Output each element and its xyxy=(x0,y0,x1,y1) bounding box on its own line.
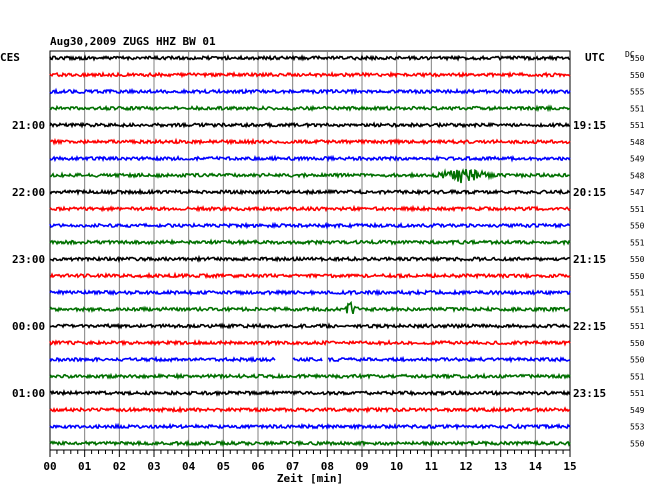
local-time-label: 22:00 xyxy=(12,186,45,199)
dc-value: 551 xyxy=(630,104,645,113)
dc-header-label: DC xyxy=(625,50,635,59)
utc-time-label: 20:15 xyxy=(573,186,606,199)
seismic-trace xyxy=(49,70,571,79)
seismic-trace xyxy=(49,405,571,414)
dc-value: 550 xyxy=(630,439,645,448)
dc-value: 550 xyxy=(630,339,645,348)
x-tick-label: 06 xyxy=(251,460,265,473)
dc-value: 551 xyxy=(630,121,645,130)
x-tick-label: 13 xyxy=(494,460,507,473)
x-tick-label: 04 xyxy=(182,460,196,473)
seismic-trace xyxy=(49,271,571,280)
seismic-trace xyxy=(49,422,571,431)
local-time-label: 00:00 xyxy=(12,320,45,333)
dc-value: 550 xyxy=(630,272,645,281)
x-tick-label: 08 xyxy=(321,460,334,473)
x-tick-label: 09 xyxy=(355,460,368,473)
x-tick-label: 10 xyxy=(390,460,403,473)
seismic-trace xyxy=(49,204,571,213)
x-axis: 00 01 02 03 04 05 06 07 08 09 10 11 12 13 14 15 xyxy=(43,449,577,473)
x-axis-label: Zeit [min] xyxy=(277,472,343,485)
seismic-trace xyxy=(49,339,571,347)
dc-value: 551 xyxy=(630,289,645,298)
seismic-trace xyxy=(49,168,571,184)
seismic-trace xyxy=(49,154,571,163)
time-labels: 21:00 19:15 22:00 20:15 23:00 21:15 00:00 22:15… xyxy=(12,119,606,400)
dc-value: 551 xyxy=(630,322,645,331)
x-tick-label: 11 xyxy=(425,460,439,473)
grid-lines xyxy=(84,51,536,450)
trace-group xyxy=(49,54,571,448)
seismic-trace xyxy=(49,439,571,448)
utc-time-label: 19:15 xyxy=(573,119,606,132)
dc-value: 551 xyxy=(630,372,645,381)
dc-value: 548 xyxy=(630,171,645,180)
x-tick-label: 03 xyxy=(147,460,160,473)
x-tick-label: 00 xyxy=(43,460,56,473)
x-tick-label: 02 xyxy=(113,460,126,473)
dc-value: 548 xyxy=(630,138,645,147)
seismic-trace xyxy=(49,322,571,330)
dc-value: 549 xyxy=(630,406,645,415)
x-tick-label: 15 xyxy=(563,460,576,473)
x-tick-label: 05 xyxy=(217,460,230,473)
dc-value: 555 xyxy=(630,88,645,97)
seismic-trace xyxy=(49,121,571,129)
left-timezone-label: CES xyxy=(0,51,20,64)
x-tick-label: 12 xyxy=(459,460,472,473)
seismic-trace xyxy=(49,104,571,113)
utc-time-label: 23:15 xyxy=(573,387,606,400)
dc-value: 550 xyxy=(630,71,645,80)
x-tick-label: 14 xyxy=(529,460,543,473)
right-timezone-label: UTC xyxy=(585,51,605,64)
dc-values: 550 550 555 551 551 548 549 548 547 551 550 551 550 5… xyxy=(630,54,645,448)
local-time-label: 23:00 xyxy=(12,253,45,266)
local-time-label: 01:00 xyxy=(12,387,45,400)
dc-value: 551 xyxy=(630,305,645,314)
dc-value: 547 xyxy=(630,188,645,197)
seismic-trace xyxy=(50,137,571,146)
seismic-trace xyxy=(49,238,571,247)
seismic-trace xyxy=(49,288,571,297)
dc-value: 551 xyxy=(630,389,645,398)
dc-value: 549 xyxy=(630,155,645,164)
seismic-trace xyxy=(49,300,571,314)
seismic-trace xyxy=(49,221,571,230)
seismic-trace xyxy=(49,87,571,96)
dc-value: 553 xyxy=(630,423,645,432)
utc-time-label: 22:15 xyxy=(573,320,606,333)
x-tick-label: 07 xyxy=(286,460,299,473)
dc-value: 550 xyxy=(630,222,645,231)
seismic-trace xyxy=(49,355,571,364)
seismic-trace xyxy=(49,54,571,62)
dc-value: 551 xyxy=(630,205,645,214)
dc-value: 550 xyxy=(630,255,645,264)
seismic-trace xyxy=(49,254,571,264)
x-tick-label: 01 xyxy=(78,460,92,473)
seismic-trace xyxy=(49,372,571,381)
utc-time-label: 21:15 xyxy=(573,253,606,266)
dc-value: 550 xyxy=(630,356,645,365)
dc-value: 550 xyxy=(630,54,645,63)
seismic-trace xyxy=(49,389,571,397)
local-time-label: 21:00 xyxy=(12,119,45,132)
dc-value: 551 xyxy=(630,238,645,247)
chart-title: Aug30,2009 ZUGS HHZ BW 01 xyxy=(50,35,216,48)
seismic-trace xyxy=(49,187,571,196)
